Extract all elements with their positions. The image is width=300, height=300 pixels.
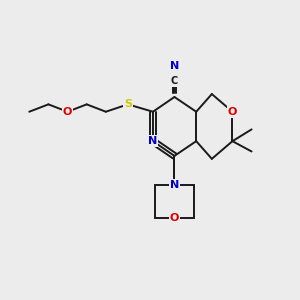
Text: O: O <box>63 107 72 117</box>
Text: O: O <box>228 107 237 117</box>
Text: C: C <box>171 76 178 86</box>
Text: N: N <box>170 180 179 190</box>
Text: O: O <box>170 213 179 223</box>
Text: N: N <box>170 61 179 71</box>
Text: S: S <box>124 99 132 110</box>
Text: N: N <box>148 136 158 146</box>
